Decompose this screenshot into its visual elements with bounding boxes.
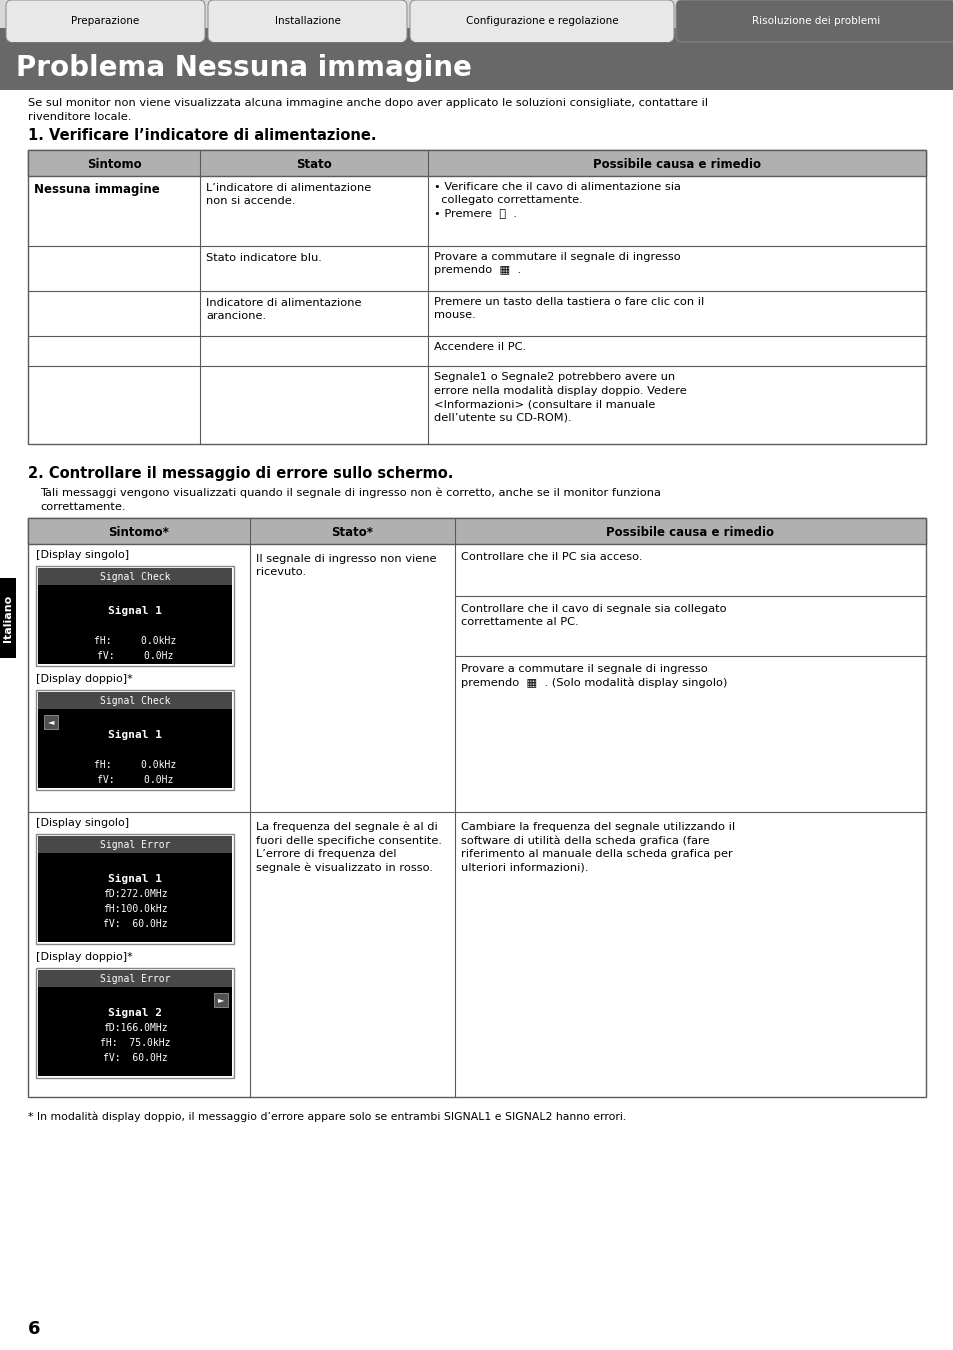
Text: fD:166.0MHz: fD:166.0MHz — [103, 1023, 167, 1033]
Text: Configurazione e regolazione: Configurazione e regolazione — [465, 16, 618, 26]
Bar — [10, 35, 201, 42]
Bar — [0, 42, 953, 90]
Bar — [0, 578, 16, 657]
Text: Signal Error: Signal Error — [100, 973, 170, 984]
Bar — [28, 518, 925, 1098]
Bar — [38, 568, 232, 664]
Text: [Display singolo]: [Display singolo] — [36, 549, 129, 560]
Bar — [38, 971, 232, 987]
Text: fH:     0.0kHz: fH: 0.0kHz — [93, 760, 176, 770]
Bar — [38, 836, 232, 853]
Text: [Display doppio]*: [Display doppio]* — [36, 952, 132, 963]
Text: [Display singolo]: [Display singolo] — [36, 818, 129, 828]
Text: Sintomo*: Sintomo* — [109, 526, 170, 539]
Bar — [0, 28, 953, 42]
Bar — [212, 35, 402, 42]
Text: Italiano: Italiano — [3, 594, 13, 641]
Text: fV:  60.0Hz: fV: 60.0Hz — [103, 1053, 167, 1062]
Text: ►: ► — [217, 995, 224, 1004]
Text: fV:     0.0Hz: fV: 0.0Hz — [96, 775, 173, 784]
Text: Nessuna immagine: Nessuna immagine — [34, 184, 159, 196]
Text: Preparazione: Preparazione — [71, 16, 139, 26]
Bar — [28, 518, 925, 544]
Text: Accendere il PC.: Accendere il PC. — [434, 342, 525, 352]
Text: Cambiare la frequenza del segnale utilizzando il
software di utilità della sched: Cambiare la frequenza del segnale utiliz… — [460, 822, 735, 872]
Bar — [38, 971, 232, 1076]
Bar — [0, 0, 953, 42]
Bar — [38, 836, 232, 942]
Text: Controllare che il cavo di segnale sia collegato
correttamente al PC.: Controllare che il cavo di segnale sia c… — [460, 603, 726, 628]
Text: fV:  60.0Hz: fV: 60.0Hz — [103, 919, 167, 929]
Text: [Display doppio]*: [Display doppio]* — [36, 674, 132, 684]
FancyBboxPatch shape — [410, 0, 673, 42]
Bar — [414, 35, 669, 42]
Text: fH:  75.0kHz: fH: 75.0kHz — [100, 1038, 170, 1048]
Text: Possibile causa e rimedio: Possibile causa e rimedio — [593, 158, 760, 171]
Text: * In modalità display doppio, il messaggio d’errore appare solo se entrambi SIGN: * In modalità display doppio, il messagg… — [28, 1111, 625, 1122]
Bar — [28, 150, 925, 444]
FancyBboxPatch shape — [208, 0, 407, 42]
Text: Signal Check: Signal Check — [100, 571, 170, 582]
Text: • Verificare che il cavo di alimentazione sia
  collegato correttamente.
• Preme: • Verificare che il cavo di alimentazion… — [434, 182, 680, 219]
Text: fH:     0.0kHz: fH: 0.0kHz — [93, 636, 176, 647]
Text: Signal Error: Signal Error — [100, 840, 170, 849]
Bar — [38, 693, 232, 709]
Text: Signal 1: Signal 1 — [108, 730, 162, 740]
Text: Stato indicatore blu.: Stato indicatore blu. — [206, 252, 321, 263]
Text: fV:     0.0Hz: fV: 0.0Hz — [96, 651, 173, 661]
Text: Sintomo: Sintomo — [87, 158, 141, 171]
Bar — [38, 693, 232, 788]
Text: Se sul monitor non viene visualizzata alcuna immagine anche dopo aver applicato : Se sul monitor non viene visualizzata al… — [28, 99, 707, 122]
Text: fH:100.0kHz: fH:100.0kHz — [103, 904, 167, 914]
Text: Stato: Stato — [295, 158, 332, 171]
Text: Stato*: Stato* — [331, 526, 374, 539]
Bar — [36, 834, 233, 944]
FancyBboxPatch shape — [676, 0, 953, 42]
Text: Signal 1: Signal 1 — [108, 606, 162, 616]
Bar — [36, 566, 233, 666]
Text: 2. Controllare il messaggio di errore sullo schermo.: 2. Controllare il messaggio di errore su… — [28, 466, 453, 481]
Bar — [213, 994, 228, 1007]
Text: Risoluzione dei problemi: Risoluzione dei problemi — [751, 16, 880, 26]
Text: Premere un tasto della tastiera o fare clic con il
mouse.: Premere un tasto della tastiera o fare c… — [434, 297, 703, 320]
FancyBboxPatch shape — [6, 0, 205, 42]
Bar — [44, 716, 58, 729]
Text: Signal 1: Signal 1 — [108, 873, 162, 884]
Text: La frequenza del segnale è al di
fuori delle specifiche consentite.
L’errore di : La frequenza del segnale è al di fuori d… — [255, 822, 441, 873]
Text: Signal Check: Signal Check — [100, 695, 170, 706]
Text: L’indicatore di alimentazione
non si accende.: L’indicatore di alimentazione non si acc… — [206, 184, 371, 207]
Text: Provare a commutare il segnale di ingresso
premendo  ▦  . (Solo modalità display: Provare a commutare il segnale di ingres… — [460, 664, 726, 689]
Text: ◄: ◄ — [48, 717, 54, 726]
Bar — [38, 568, 232, 585]
Text: Possibile causa e rimedio: Possibile causa e rimedio — [606, 526, 774, 539]
Text: 6: 6 — [28, 1320, 40, 1338]
Bar — [36, 690, 233, 790]
Bar — [36, 968, 233, 1079]
Text: Il segnale di ingresso non viene
ricevuto.: Il segnale di ingresso non viene ricevut… — [255, 554, 436, 578]
Text: Indicatore di alimentazione
arancione.: Indicatore di alimentazione arancione. — [206, 298, 361, 321]
Text: Installazione: Installazione — [274, 16, 340, 26]
Bar — [28, 150, 925, 176]
Text: fD:272.0MHz: fD:272.0MHz — [103, 890, 167, 899]
Text: 1. Verificare l’indicatore di alimentazione.: 1. Verificare l’indicatore di alimentazi… — [28, 128, 376, 143]
Text: Controllare che il PC sia acceso.: Controllare che il PC sia acceso. — [460, 552, 641, 562]
Text: Signal 2: Signal 2 — [108, 1008, 162, 1018]
Text: Provare a commutare il segnale di ingresso
premendo  ▦  .: Provare a commutare il segnale di ingres… — [434, 252, 680, 275]
Text: Segnale1 o Segnale2 potrebbero avere un
errore nella modalità display doppio. Ve: Segnale1 o Segnale2 potrebbero avere un … — [434, 373, 686, 423]
Text: Problema Nessuna immagine: Problema Nessuna immagine — [16, 54, 472, 82]
Text: Tali messaggi vengono visualizzati quando il segnale di ingresso non è corretto,: Tali messaggi vengono visualizzati quand… — [40, 487, 660, 513]
